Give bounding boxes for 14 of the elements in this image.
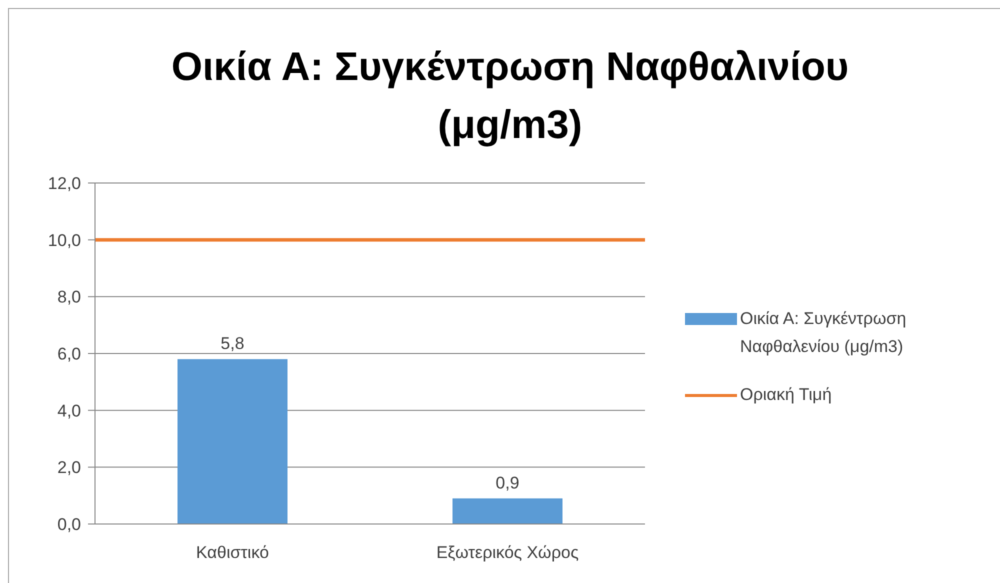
y-tick-label: 8,0	[57, 288, 81, 307]
data-label: 5,8	[220, 334, 244, 354]
y-tick-label: 12,0	[48, 174, 81, 194]
y-tick-label: 4,0	[57, 401, 81, 420]
y-tick-label: 0,0	[57, 515, 81, 534]
x-tick-label: Καθιστικό	[196, 543, 269, 562]
legend-label: Οικία Α: Συγκέντρωση Ναφθαλενίου (μg/m3)	[740, 308, 908, 358]
y-tick-label: 2,0	[57, 458, 81, 478]
y-tick-label: 6,0	[57, 344, 81, 364]
chart-title: Οικία Α: Συγκέντρωση Ναφθαλινίου (μg/m3)	[170, 44, 850, 149]
data-label: 0,9	[496, 473, 520, 492]
legend-label: Οριακή Τιμή	[740, 384, 832, 406]
y-tick-label: 10,0	[48, 230, 81, 250]
x-tick-label: Εξωτερικός Χώρος	[436, 543, 579, 562]
